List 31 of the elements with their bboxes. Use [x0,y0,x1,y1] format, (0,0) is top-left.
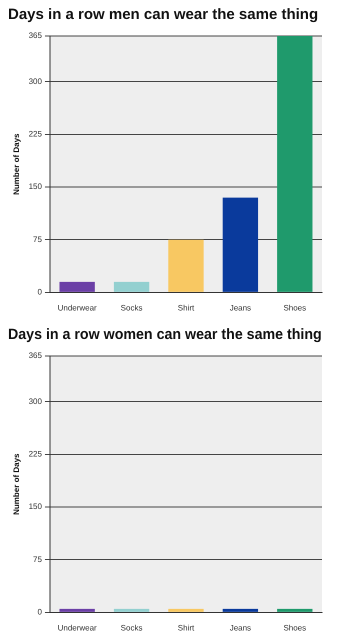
bar [59,282,95,292]
y-tick-label: 150 [28,502,42,512]
chart-title: Days in a row men can wear the same thing [8,6,318,24]
y-axis-title: Number of Days [12,132,22,195]
y-tick-label: 0 [37,288,42,297]
bar [114,282,150,292]
y-tick-label: 75 [33,554,42,564]
bar [277,36,312,292]
x-tick-label: Shirt [178,623,195,632]
y-tick-label: 300 [28,76,42,86]
y-tick-label: 225 [28,450,42,459]
x-tick-label: Jeans [230,303,252,312]
x-tick-label: Underwear [58,623,98,632]
x-tick-label: Shoes [283,623,306,632]
y-tick-label: 225 [28,130,42,139]
x-tick-label: Socks [120,623,142,632]
y-tick-label: 365 [28,31,42,40]
chart-title: Days in a row women can wear the same thing [8,326,322,344]
bar [168,240,204,292]
x-tick-label: Underwear [58,303,98,312]
x-tick-label: Shoes [283,303,306,312]
bar [222,198,258,292]
y-tick-label: 150 [28,182,42,192]
y-tick-label: 300 [28,396,42,406]
y-tick-label: 0 [37,608,42,617]
x-tick-label: Jeans [230,623,252,632]
y-tick-label: 365 [28,351,42,360]
x-tick-label: Shirt [178,303,195,312]
x-tick-label: Socks [120,303,142,312]
y-axis-title: Number of Days [12,452,22,515]
y-tick-label: 75 [33,234,42,244]
